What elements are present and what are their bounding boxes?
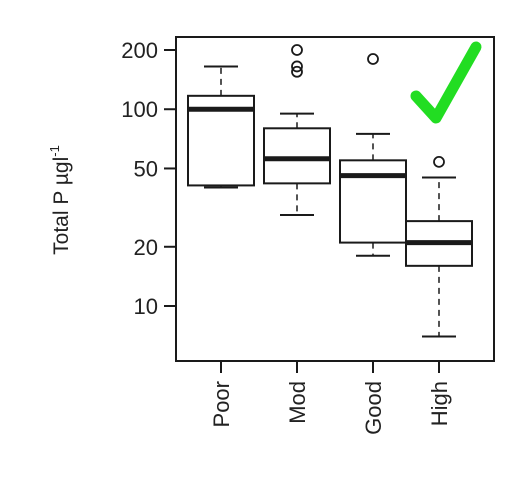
y-tick-label: 200	[121, 38, 158, 63]
y-axis-label: Total P µgl-1	[47, 145, 73, 255]
box-poor	[187, 65, 255, 189]
outlier-point	[433, 155, 445, 168]
outlier-point	[291, 44, 303, 56]
x-category-label: Mod	[285, 381, 310, 424]
x-category-label: Good	[361, 381, 386, 435]
box-iqr	[339, 159, 407, 244]
outlier-point	[367, 53, 379, 65]
box-series	[187, 44, 473, 338]
x-axis: Poor Mod Good High	[209, 361, 452, 435]
y-tick-label: 10	[134, 294, 158, 319]
y-axis-label-superscript: -1	[47, 145, 62, 157]
y-tick-label: 100	[121, 97, 158, 122]
outlier-point	[291, 60, 303, 73]
y-tick-label: 20	[134, 235, 158, 260]
y-tick-label: 50	[134, 156, 158, 181]
box-iqr	[263, 127, 331, 185]
box-high	[405, 155, 473, 338]
box-good	[339, 53, 407, 257]
green-checkmark-icon	[410, 41, 482, 124]
y-axis: 200 100 50 20 10	[121, 38, 176, 319]
box-mod	[263, 44, 331, 217]
outlier-point	[291, 65, 303, 78]
x-category-label: Poor	[209, 381, 234, 427]
x-category-label: High	[427, 381, 452, 426]
plot-frame	[175, 36, 495, 362]
y-axis-label-main: Total P µgl	[50, 157, 73, 255]
